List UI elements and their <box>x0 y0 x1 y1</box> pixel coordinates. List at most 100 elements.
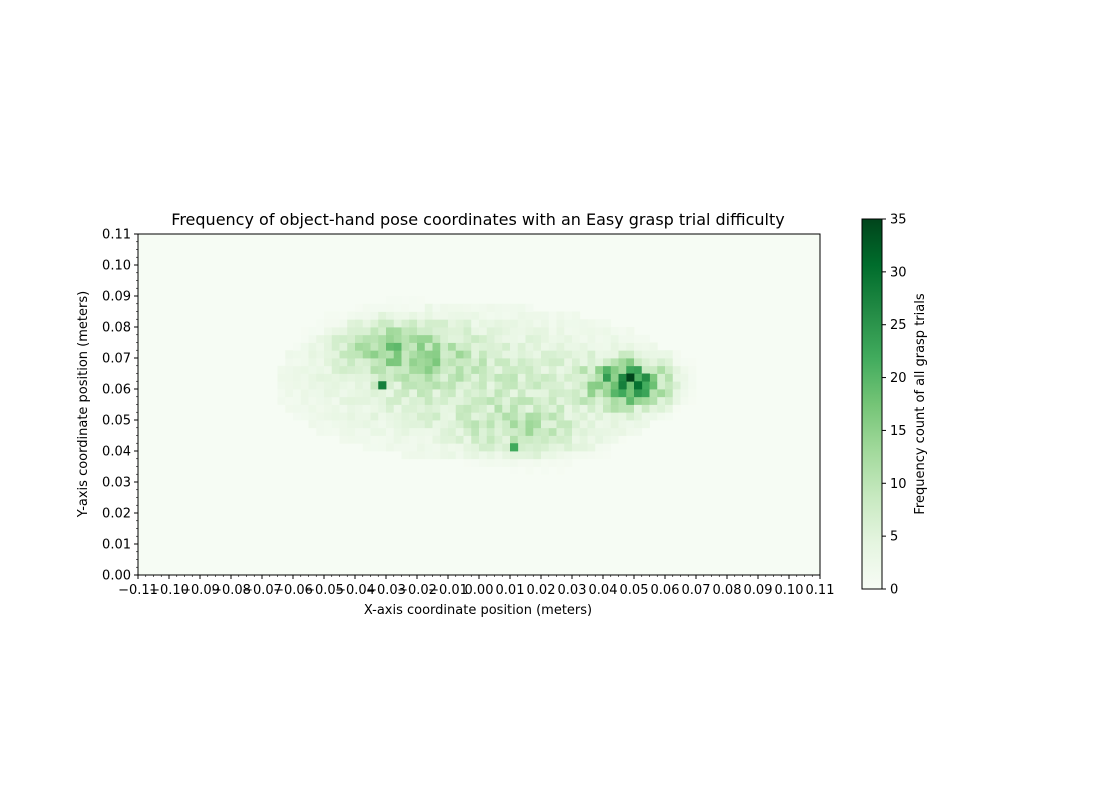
heatmap-cell <box>479 319 488 328</box>
heatmap-cell <box>595 319 604 328</box>
heatmap-cell <box>564 342 573 351</box>
heatmap-cell <box>517 396 526 405</box>
heatmap-cell <box>649 350 658 359</box>
heatmap-cell <box>641 396 650 405</box>
heatmap-cell <box>657 358 666 367</box>
heatmap-cell <box>548 420 557 429</box>
y-axis-label: Y-axis coordinate position (meters) <box>76 291 91 518</box>
heatmap-cell <box>401 396 410 405</box>
x-tick-label: 0.07 <box>682 583 711 598</box>
heatmap-cell <box>432 327 441 336</box>
heatmap-cell <box>502 303 511 312</box>
heatmap-cell <box>308 420 317 429</box>
heatmap-cell <box>308 373 317 382</box>
heatmap-cell <box>339 358 348 367</box>
heatmap-cell <box>603 435 612 444</box>
heatmap-cell <box>370 420 379 429</box>
heatmap-cell <box>665 404 674 413</box>
heatmap-cell <box>572 342 581 351</box>
heatmap-cell <box>355 342 364 351</box>
heatmap-cell <box>471 319 480 328</box>
heatmap-cell <box>386 342 395 351</box>
x-tick-label: 0.02 <box>527 583 556 598</box>
heatmap-cell <box>680 396 689 405</box>
heatmap-cell <box>572 443 581 452</box>
heatmap-cell <box>672 358 681 367</box>
heatmap-cell <box>548 365 557 374</box>
x-tick-label: 0.06 <box>651 583 680 598</box>
heatmap-cell <box>603 319 612 328</box>
heatmap-cell <box>432 319 441 328</box>
x-axis-label: X-axis coordinate position (meters) <box>364 603 592 618</box>
heatmap-cell <box>510 381 519 390</box>
heatmap-cell <box>417 420 426 429</box>
heatmap-cell <box>401 427 410 436</box>
heatmap-cell <box>401 389 410 398</box>
heatmap-cell <box>471 381 480 390</box>
heatmap-cell <box>564 458 573 467</box>
heatmap-cell <box>479 412 488 421</box>
heatmap-cell <box>517 443 526 452</box>
heatmap-cell <box>393 350 402 359</box>
heatmap-cell <box>409 303 418 312</box>
heatmap-cell <box>463 443 472 452</box>
x-tick-label: −0.06 <box>273 583 313 598</box>
heatmap-cell <box>680 373 689 382</box>
heatmap-cell <box>541 443 550 452</box>
heatmap-cell <box>595 412 604 421</box>
heatmap-cell <box>603 342 612 351</box>
heatmap-cell <box>579 365 588 374</box>
heatmap-cell <box>579 319 588 328</box>
heatmap-cell <box>386 350 395 359</box>
heatmap-cell <box>432 350 441 359</box>
heatmap-cell <box>370 334 379 343</box>
heatmap-cell <box>548 327 557 336</box>
heatmap-cell <box>331 396 340 405</box>
heatmap-cell <box>347 334 356 343</box>
heatmap-cell <box>378 412 387 421</box>
heatmap-cell <box>432 396 441 405</box>
heatmap-cell <box>455 365 464 374</box>
heatmap-cell <box>386 327 395 336</box>
heatmap-cell <box>572 373 581 382</box>
heatmap-cell <box>293 365 302 374</box>
heatmap-cell <box>634 396 643 405</box>
heatmap-cell <box>370 373 379 382</box>
heatmap-cell <box>386 427 395 436</box>
heatmap-cell <box>510 435 519 444</box>
heatmap-cell <box>525 396 534 405</box>
heatmap-cell <box>494 443 503 452</box>
heatmap-cell <box>525 311 534 320</box>
heatmap-cell <box>463 396 472 405</box>
heatmap-cell <box>347 389 356 398</box>
x-tick-label: −0.01 <box>428 583 468 598</box>
heatmap-cell <box>672 389 681 398</box>
heatmap-cell <box>331 365 340 374</box>
heatmap-cell <box>285 358 294 367</box>
heatmap-cell <box>579 412 588 421</box>
heatmap-cell <box>432 334 441 343</box>
heatmap-cell <box>347 350 356 359</box>
heatmap-cell <box>486 396 495 405</box>
heatmap-cell <box>393 412 402 421</box>
heatmap-cell <box>471 342 480 351</box>
y-tick-label: 0.06 <box>102 383 131 398</box>
x-tick-label: −0.09 <box>180 583 220 598</box>
heatmap-cell <box>494 451 503 460</box>
heatmap-cell <box>494 350 503 359</box>
heatmap-cell <box>688 373 697 382</box>
heatmap-cell <box>316 334 325 343</box>
x-tick-label: 0.00 <box>465 583 494 598</box>
y-tick-label: 0.09 <box>102 290 131 305</box>
heatmap-cell <box>378 327 387 336</box>
heatmap-cell <box>300 350 309 359</box>
heatmap-cell <box>502 334 511 343</box>
heatmap-cell <box>424 311 433 320</box>
heatmap-cell <box>308 389 317 398</box>
heatmap-cell <box>533 389 542 398</box>
heatmap-cell <box>517 358 526 367</box>
heatmap-cell <box>556 327 565 336</box>
heatmap-cell <box>641 350 650 359</box>
colorbar-ticks: 0 5 10 15 20 25 30 35 <box>882 213 907 598</box>
heatmap-cell <box>502 404 511 413</box>
